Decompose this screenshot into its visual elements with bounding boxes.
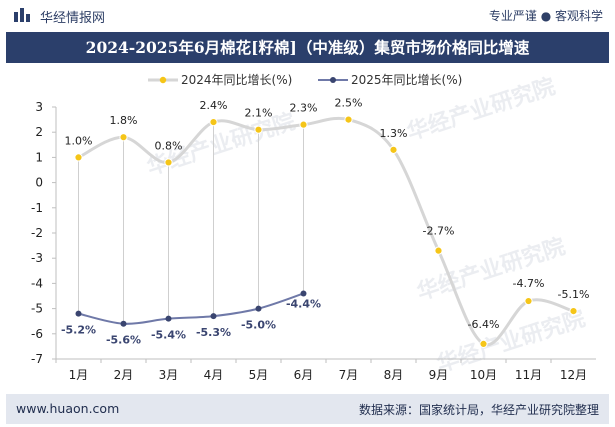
data-label-2024: 2.5%	[335, 97, 363, 110]
series-2024-point	[164, 158, 173, 167]
series-2024-point	[344, 115, 353, 124]
x-tick-label: 12月	[560, 368, 587, 382]
data-source: 数据来源：国家统计局，华经产业研究院整理	[358, 403, 599, 417]
data-label-2024: -6.4%	[468, 318, 500, 331]
data-label-2024: -4.7%	[513, 277, 545, 290]
data-label-2025: -5.0%	[241, 319, 276, 332]
series-2024-point	[74, 153, 83, 162]
data-label-2024: 1.8%	[110, 114, 138, 127]
series-2024-point	[434, 246, 443, 255]
legend-2024-marker	[159, 76, 167, 84]
line-chart: 华经产业研究院 华经产业研究院华经产业研究院华经产业研究院3210-1-2-3-4…	[31, 73, 596, 382]
series-2024-point	[254, 125, 263, 134]
x-tick-label: 1月	[69, 368, 89, 382]
series-2024-line	[77, 116, 574, 347]
x-tick-label: 2月	[114, 368, 134, 382]
series-2024-point	[524, 296, 533, 306]
data-label-2024: -5.1%	[558, 288, 590, 301]
series-2024-point	[569, 307, 578, 316]
series-2025-point	[120, 320, 127, 327]
series-2024-point	[389, 145, 398, 154]
x-tick-label: 8月	[384, 368, 404, 382]
y-tick-label: 2	[35, 125, 43, 139]
top-bar: 华经情报网 专业严谨 ● 客观科学	[0, 0, 615, 30]
data-label-2024: 2.3%	[290, 102, 318, 115]
y-tick-label: -1	[31, 201, 43, 215]
data-label-2024: 2.4%	[200, 99, 228, 112]
y-tick-label: 1	[35, 150, 43, 164]
x-tick-label: 6月	[294, 368, 314, 382]
series-2025-point	[300, 290, 307, 297]
chart-title: 2024-2025年6月棉花[籽棉]（中准级）集贸市场价格同比增速	[85, 38, 530, 57]
data-label-2024: 1.3%	[380, 127, 408, 140]
y-tick-label: -4	[31, 276, 43, 290]
data-label-2024: 2.1%	[245, 107, 273, 120]
series-2025-point	[75, 310, 82, 317]
data-label-2024: 0.8%	[155, 139, 183, 152]
x-tick-label: 5月	[249, 368, 269, 382]
data-label-2025: -5.6%	[106, 334, 141, 347]
series-2024-point	[479, 339, 488, 348]
y-tick-label: -7	[31, 352, 43, 366]
y-tick-label: -6	[31, 327, 43, 341]
y-tick-label: 0	[35, 176, 43, 190]
y-tick-label: -3	[31, 251, 43, 265]
slogan: 专业严谨 ● 客观科学	[488, 9, 603, 23]
series-2024-point	[209, 118, 218, 127]
data-label-2025: -5.3%	[196, 326, 231, 339]
y-tick-label: -5	[31, 302, 43, 316]
x-tick-label: 3月	[159, 368, 179, 382]
series-2024-point	[119, 133, 128, 142]
x-tick-label: 9月	[429, 368, 449, 382]
y-tick-label: -2	[31, 226, 43, 240]
series-2025-point	[210, 313, 217, 320]
data-label-2025: -4.4%	[286, 297, 321, 310]
data-label-2025: -5.4%	[151, 329, 186, 342]
data-label-2024: 1.0%	[65, 134, 93, 147]
x-tick-label: 7月	[339, 368, 359, 382]
series-2025-line	[78, 292, 304, 325]
legend-2025-label: 2025年同比增长(%)	[351, 73, 462, 87]
data-label-2024: -2.7%	[423, 225, 455, 238]
title-band: 2024-2025年6月棉花[籽棉]（中准级）集贸市场价格同比增速	[6, 32, 609, 63]
x-tick-label: 4月	[204, 368, 224, 382]
x-tick-label: 10月	[470, 368, 497, 382]
footer: www.huaon.com 数据来源：国家统计局，华经产业研究院整理	[6, 394, 609, 424]
legend-2024-label: 2024年同比增长(%)	[181, 73, 292, 87]
data-label-2025: -5.2%	[61, 324, 96, 337]
watermark-text: 华经产业研究院	[434, 305, 589, 377]
series-2024-point	[299, 120, 308, 129]
series-2025-point	[165, 315, 172, 322]
series-2025-point	[255, 305, 262, 312]
legend-2025-marker	[330, 77, 336, 83]
x-tick-label: 11月	[515, 368, 542, 382]
website-link[interactable]: www.huaon.com	[16, 401, 120, 416]
brand-name: 华经情报网	[40, 11, 106, 26]
bar-logo-icon	[14, 8, 30, 22]
y-tick-label: 3	[35, 100, 43, 114]
